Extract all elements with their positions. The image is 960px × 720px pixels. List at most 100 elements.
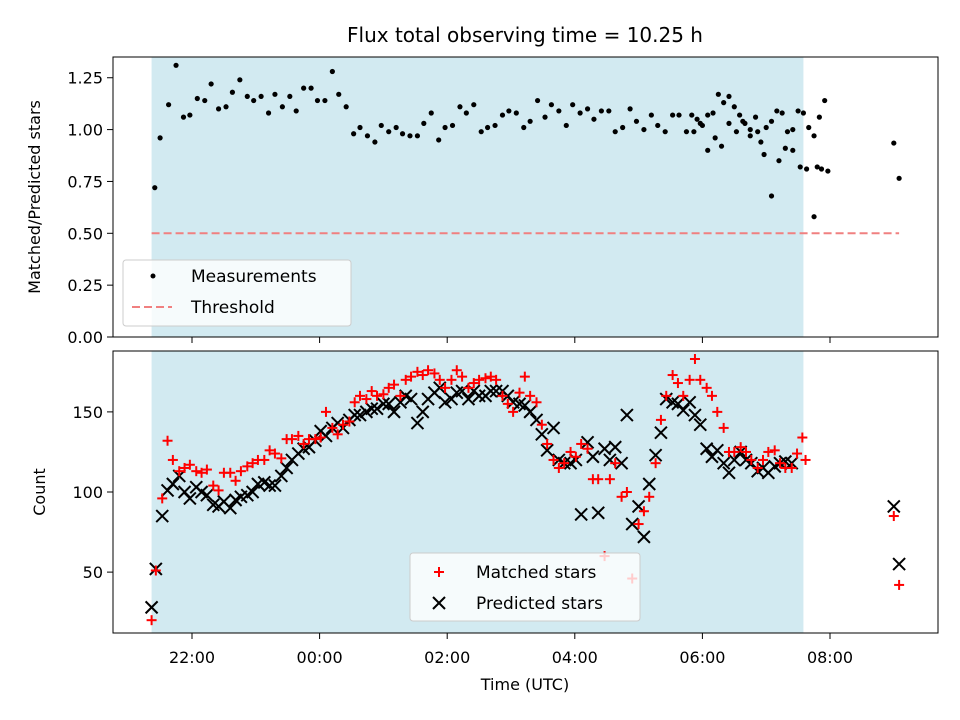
matched-star-point (269, 448, 280, 459)
predicted-star-stroke (353, 408, 367, 422)
measurement-point (208, 81, 214, 87)
predicted-star-point (620, 408, 634, 422)
matched-star-point (582, 443, 593, 454)
measurement-point (343, 104, 349, 110)
measurement-point (436, 137, 442, 143)
matched-star-point (638, 506, 649, 517)
predicted-star-stroke (603, 453, 617, 467)
matched-star-point (463, 382, 474, 393)
predicted-star-point (654, 426, 668, 440)
y-tick-label: 0.50 (67, 224, 103, 243)
measurement-point (689, 112, 695, 118)
matched-star-point (383, 382, 394, 393)
predicted-star-point (716, 456, 731, 470)
matched-star-point (150, 565, 161, 576)
bottom-legend-box (409, 552, 641, 622)
measurement-point (800, 110, 807, 116)
predicted-star-point (727, 453, 742, 467)
predicted-star-stroke (194, 485, 209, 499)
matched-star-point (718, 422, 729, 433)
matched-star-point (451, 365, 462, 376)
measurement-point (782, 145, 788, 151)
matched-star-point (276, 453, 287, 464)
x-tick-label: 04:00 (552, 648, 598, 667)
predicted-star-stroke (597, 442, 612, 456)
matched-star-point (531, 397, 542, 408)
predicted-star-point (472, 389, 486, 403)
matched-star-point (621, 487, 632, 497)
predicted-star-stroke (144, 600, 159, 615)
y-tick-label: 0.75 (67, 172, 103, 191)
measurement-point (187, 112, 193, 118)
matched-star-point (423, 365, 434, 376)
y-tick-label: 1.00 (67, 121, 103, 140)
predicted-star-point (274, 469, 289, 483)
predicted-star-stroke (693, 417, 707, 432)
matched-star-point (610, 458, 621, 469)
measurement-point (818, 166, 825, 172)
predicted-star-stroke (387, 405, 401, 419)
matched-star-point (389, 379, 400, 390)
predicted-star-stroke (620, 408, 634, 422)
measurement-point (726, 93, 732, 100)
predicted-star-stroke (665, 395, 680, 409)
measurement-point (814, 164, 820, 170)
measurement-point (577, 110, 583, 116)
measurement-point (166, 102, 172, 108)
measurement-point (499, 112, 506, 118)
matched-star-point (888, 511, 899, 522)
measurement-point (737, 112, 743, 118)
measurement-point (891, 140, 897, 146)
matched-star-point (792, 448, 803, 459)
predicted-star-stroke (648, 448, 663, 462)
measurement-point (329, 68, 335, 75)
matched-star-point (491, 374, 502, 385)
measurement-point (648, 112, 654, 118)
measurement-point (215, 106, 222, 112)
measurement-point (336, 91, 342, 97)
predicted-star-stroke (200, 488, 214, 502)
predicted-star-point (699, 442, 714, 456)
matched-star-point (644, 491, 655, 502)
x-axis-label: Time (UTC) (480, 675, 569, 694)
predicted-star-point (370, 401, 384, 416)
measurement-point (584, 106, 591, 112)
measurement-point (244, 93, 250, 100)
matched-star-point (395, 390, 406, 401)
measurement-point (779, 110, 785, 116)
predicted-star-point (319, 429, 333, 443)
measurement-point (806, 124, 812, 131)
matched-star-point (485, 371, 496, 382)
measurement-point (393, 124, 399, 131)
measurement-point (202, 97, 208, 104)
predicted-star-stroke (716, 456, 731, 470)
predicted-star-stroke (404, 392, 418, 406)
top-y-axis-label: Matched/Predicted stars (25, 100, 44, 294)
matched-star-point (366, 386, 377, 397)
predicted-star-stroke (688, 408, 702, 422)
predicted-star-point (353, 408, 367, 422)
measurement-point (301, 85, 307, 91)
x-tick-label: 08:00 (807, 648, 853, 667)
measurement-point (825, 168, 831, 174)
matched-star-point (310, 434, 321, 445)
matched-star-point (174, 466, 185, 477)
predicted-star-stroke (892, 557, 906, 571)
matched-star-point (213, 485, 224, 496)
measurement-point (357, 124, 363, 131)
measurement-point (372, 139, 378, 145)
matched-star-point (735, 442, 746, 453)
predicted-star-stroke (438, 395, 452, 409)
top-legend-box (122, 259, 352, 327)
predicted-star-point (404, 392, 418, 406)
matched-star-point (332, 429, 343, 440)
legend-matched-label: Matched stars (476, 563, 596, 583)
top-panel: Flux total observing time = 10.25 h Matc… (25, 23, 939, 347)
matched-star-point (593, 474, 604, 485)
predicted-star-stroke (484, 384, 498, 398)
predicted-star-stroke (382, 397, 396, 411)
measurement-point (563, 122, 569, 129)
y-tick-label: 0.25 (67, 276, 103, 295)
legend-predicted-label: Predicted stars (476, 594, 603, 614)
legend-predicted-marker (432, 596, 446, 610)
